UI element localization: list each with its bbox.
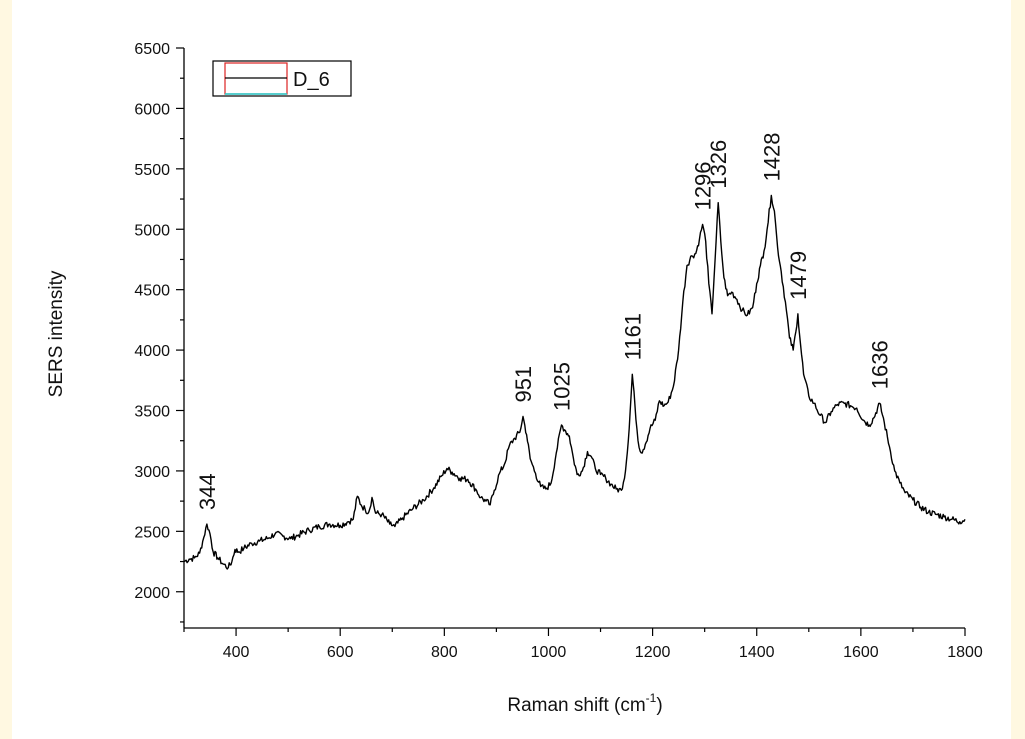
peak-label-344: 344	[195, 473, 220, 510]
x-axis-title-main: Raman shift (cm	[507, 695, 645, 716]
x-tick-label: 800	[431, 644, 458, 661]
peak-label-951: 951	[511, 366, 536, 403]
x-tick-label: 1000	[531, 644, 567, 661]
y-tick-label: 4500	[134, 283, 170, 300]
chart-frame: 400 600 800 1000 1200 1400 1600 1800 2000 2500 300…	[12, 0, 1011, 739]
peak-label-1025: 1025	[549, 362, 574, 411]
x-axis-title-superscript: -1	[646, 691, 657, 705]
y-tick-label: 6000	[134, 101, 170, 118]
axes	[183, 48, 965, 629]
y-axis-title: SERS intensity	[46, 270, 67, 397]
series-line-d-6	[183, 194, 966, 570]
x-tick-label: 600	[327, 644, 354, 661]
peak-label-1326: 1326	[706, 140, 731, 189]
peak-label-1161: 1161	[620, 313, 645, 360]
y-tick-label: 5500	[134, 162, 170, 179]
y-tick-label: 3000	[134, 464, 170, 481]
y-tick-label: 2000	[134, 585, 170, 602]
series-layer	[183, 194, 966, 570]
legend-label: D_6	[293, 69, 330, 91]
y-tick-label: 2500	[134, 524, 170, 541]
y-tick-label: 3500	[134, 404, 170, 421]
x-axis-title: Raman shift (cm-1)	[507, 691, 662, 716]
x-tick-label: 400	[223, 644, 250, 661]
peak-label-1636: 1636	[868, 340, 893, 389]
y-tick-label: 6500	[134, 41, 170, 58]
legend: D_6	[212, 60, 352, 97]
peak-label-1428: 1428	[759, 132, 784, 181]
ticks: 400 600 800 1000 1200 1400 1600 1800 2000 2500 300…	[134, 41, 982, 661]
x-tick-label: 1800	[947, 644, 983, 661]
x-axis-title-end: )	[656, 695, 662, 716]
peak-label-1296: 1296	[691, 161, 716, 210]
peak-label-1479: 1479	[786, 251, 811, 300]
x-tick-label: 1400	[739, 644, 775, 661]
raman-spectrum-chart: 400 600 800 1000 1200 1400 1600 1800 2000 2500 300…	[46, 41, 983, 716]
y-tick-label: 5000	[134, 222, 170, 239]
y-tick-label: 4000	[134, 343, 170, 360]
x-tick-label: 1200	[635, 644, 671, 661]
x-tick-label: 1600	[843, 644, 879, 661]
